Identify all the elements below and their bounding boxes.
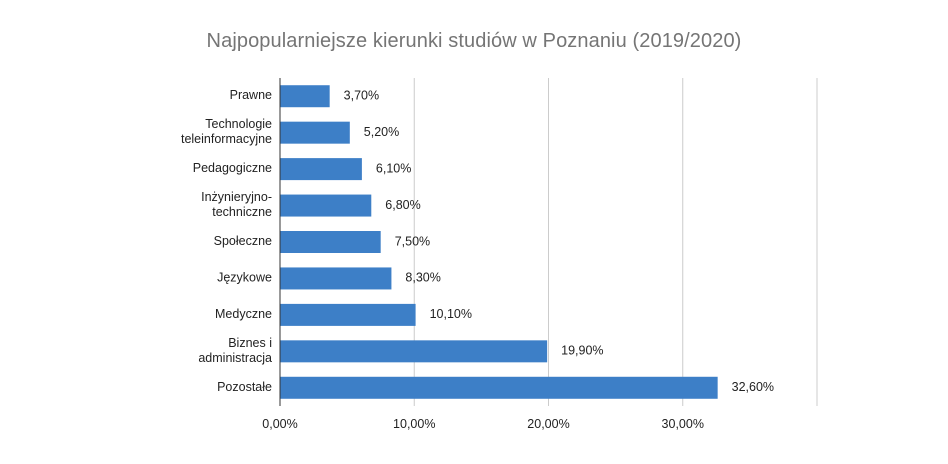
category-label: Pozostałe bbox=[217, 380, 272, 394]
bar bbox=[280, 376, 718, 399]
category-label: Medyczne bbox=[215, 307, 272, 321]
bar bbox=[280, 85, 330, 108]
x-tick-label: 20,00% bbox=[527, 417, 569, 431]
data-label: 6,80% bbox=[385, 198, 420, 212]
data-label: 10,10% bbox=[430, 307, 472, 321]
bar bbox=[280, 231, 381, 253]
x-tick-label: 10,00% bbox=[393, 417, 435, 431]
data-label: 3,70% bbox=[344, 89, 379, 103]
category-label: Technologie teleinformacyjne bbox=[181, 117, 272, 146]
category-label: Pedagogiczne bbox=[193, 161, 272, 175]
bar bbox=[280, 267, 392, 290]
category-label: Społeczne bbox=[214, 234, 272, 248]
data-label: 32,60% bbox=[732, 380, 774, 394]
category-label: Językowe bbox=[217, 271, 272, 285]
data-label: 7,50% bbox=[395, 234, 430, 248]
x-tick-label: 30,00% bbox=[662, 417, 704, 431]
bar bbox=[280, 303, 416, 326]
bar bbox=[280, 158, 362, 181]
data-label: 5,20% bbox=[364, 125, 399, 139]
x-tick-label: 0,00% bbox=[262, 417, 297, 431]
bar bbox=[280, 121, 350, 144]
chart-title: Najpopularniejsze kierunki studiów w Poz… bbox=[206, 30, 742, 52]
bar bbox=[280, 340, 548, 363]
data-label: 19,90% bbox=[561, 344, 603, 358]
data-label: 6,10% bbox=[376, 161, 411, 175]
category-label: Biznes i administracja bbox=[198, 336, 272, 365]
category-label: Inżynieryjno-techniczne bbox=[201, 190, 272, 219]
bar bbox=[280, 194, 372, 217]
category-label: Prawne bbox=[230, 89, 272, 103]
data-label: 8,30% bbox=[405, 271, 440, 285]
